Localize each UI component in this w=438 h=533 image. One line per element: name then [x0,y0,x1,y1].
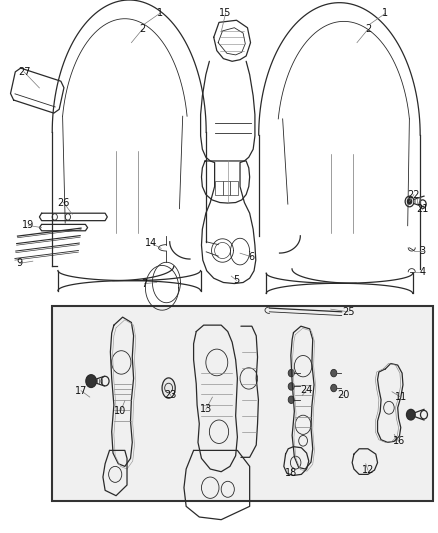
Text: 1: 1 [382,9,389,18]
Text: 19: 19 [22,221,35,230]
Text: 5: 5 [233,276,240,285]
Circle shape [288,383,294,390]
Text: 1: 1 [157,9,163,18]
Text: 11: 11 [395,392,407,402]
Text: 15: 15 [219,9,232,18]
Text: 26: 26 [57,198,70,207]
Text: 4: 4 [420,267,426,277]
Text: 23: 23 [165,391,177,400]
Circle shape [288,396,294,403]
Text: 17: 17 [75,386,87,395]
Text: 6: 6 [249,252,255,262]
Text: 2: 2 [365,25,371,34]
Text: 12: 12 [362,465,374,475]
Ellipse shape [162,378,175,398]
Text: 10: 10 [114,407,127,416]
Circle shape [86,375,96,387]
Text: 22: 22 [408,190,420,199]
Circle shape [331,384,337,392]
Text: 16: 16 [392,437,405,446]
Circle shape [407,199,412,204]
Text: 18: 18 [285,469,297,478]
Circle shape [288,369,294,377]
Text: 27: 27 [18,67,30,77]
Bar [52,306,433,501]
Circle shape [406,409,415,420]
Text: 3: 3 [420,246,426,255]
Text: 20: 20 [338,391,350,400]
Text: 2: 2 [139,25,145,34]
Text: 7: 7 [141,279,148,288]
Text: 14: 14 [145,238,157,248]
Bar [215,181,223,195]
Text: 24: 24 [300,385,313,395]
Text: 25: 25 [342,307,354,317]
Circle shape [331,369,337,377]
Bar [230,181,238,195]
Text: 9: 9 [17,259,23,268]
Text: 21: 21 [417,205,429,214]
Text: 13: 13 [200,405,212,414]
Bar [223,181,230,195]
